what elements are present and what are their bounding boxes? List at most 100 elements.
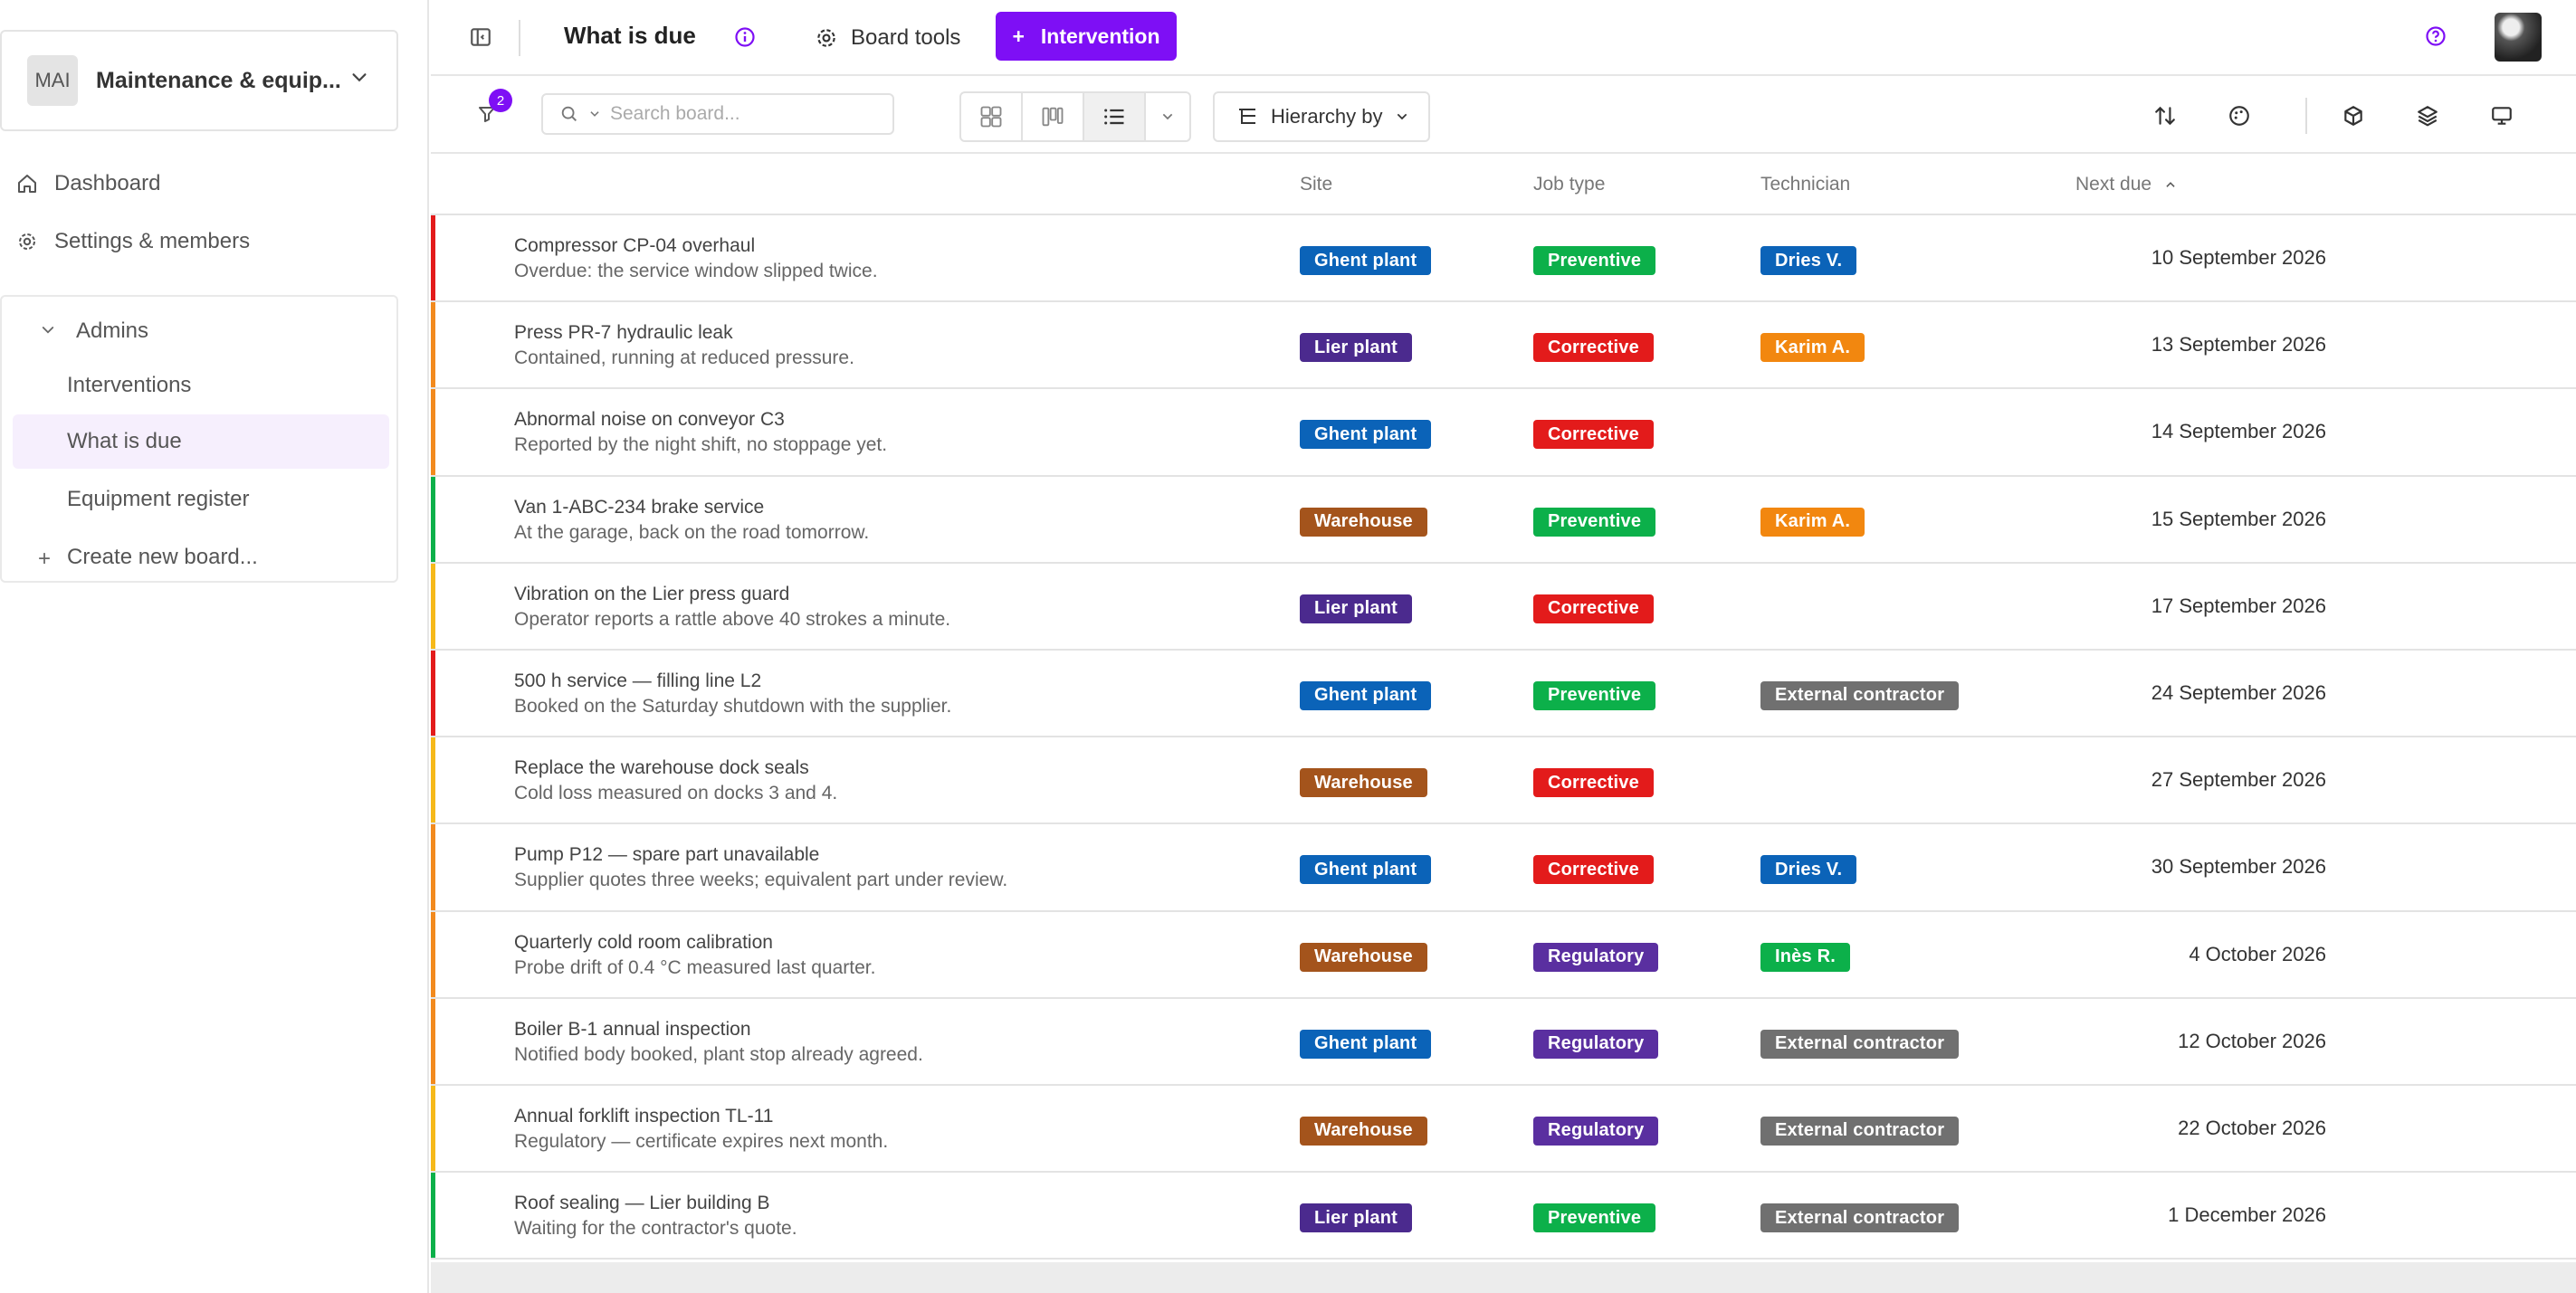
board-toolbar: 2 xyxy=(431,78,2576,154)
row-subtitle: Cold loss measured on docks 3 and 4. xyxy=(514,783,838,804)
top-bar: What is due Board tools + Intervention xyxy=(431,0,2576,76)
table-row[interactable]: Pump P12 — spare part unavailable Suppli… xyxy=(431,824,2576,912)
row-title: Press PR-7 hydraulic leak xyxy=(514,322,733,344)
hierarchy-icon xyxy=(1236,106,1258,128)
board-tools-button[interactable]: Board tools xyxy=(815,20,960,56)
site-tag: Lier plant xyxy=(1300,1203,1413,1233)
row-subtitle: Overdue: the service window slipped twic… xyxy=(514,261,878,281)
next-due-date: 10 September 2026 xyxy=(2151,246,2326,269)
table-row[interactable]: Replace the warehouse dock seals Cold lo… xyxy=(431,737,2576,825)
list-icon xyxy=(1102,104,1127,129)
grid-icon xyxy=(978,104,1004,129)
table-row[interactable]: Press PR-7 hydraulic leak Contained, run… xyxy=(431,302,2576,390)
workspace-switcher[interactable]: MAI Maintenance & equip... xyxy=(0,30,398,131)
priority-bar xyxy=(431,389,435,475)
row-title: Quarterly cold room calibration xyxy=(514,931,773,953)
sidebar-toggle-icon[interactable] xyxy=(469,25,492,49)
table-row[interactable]: Compressor CP-04 overhaul Overdue: the s… xyxy=(431,215,2576,303)
technician-tag: External contractor xyxy=(1760,680,1960,710)
layers-icon[interactable] xyxy=(2413,101,2442,130)
job-type-tag: Corrective xyxy=(1533,594,1654,623)
job-type-tag: Corrective xyxy=(1533,420,1654,450)
job-type-tag: Regulatory xyxy=(1533,1116,1659,1146)
column-header-job-type[interactable]: Job type xyxy=(1533,174,1606,195)
technician-tag: Dries V. xyxy=(1760,855,1857,885)
new-intervention-button[interactable]: + Intervention xyxy=(996,12,1177,61)
hierarchy-label: Hierarchy by xyxy=(1271,105,1383,128)
row-title: Compressor CP-04 overhaul xyxy=(514,235,756,256)
board-group-admins: Admins Interventions What is due Equipme… xyxy=(0,295,398,583)
monitor-icon[interactable] xyxy=(2487,101,2516,130)
table-row[interactable]: Roof sealing — Lier building B Waiting f… xyxy=(431,1173,2576,1260)
board-item-equipment-register[interactable]: Equipment register xyxy=(13,472,389,527)
new-intervention-label: Intervention xyxy=(1040,24,1160,48)
nav-dashboard[interactable]: Dashboard xyxy=(0,161,160,206)
site-tag: Ghent plant xyxy=(1300,246,1432,275)
job-type-tag: Corrective xyxy=(1533,855,1654,885)
kanban-icon xyxy=(1040,104,1065,129)
technician-tag: External contractor xyxy=(1760,1203,1960,1233)
search-input[interactable] xyxy=(610,103,836,125)
home-icon xyxy=(0,173,54,195)
gear-icon xyxy=(815,26,838,50)
search-box[interactable] xyxy=(541,93,894,135)
sort-icon[interactable] xyxy=(2151,101,2180,130)
sidebar: MAI Maintenance & equip... Dashboard Set… xyxy=(0,0,429,1293)
palette-icon[interactable] xyxy=(2225,101,2254,130)
next-due-date: 12 October 2026 xyxy=(2178,1029,2326,1052)
view-list-button[interactable] xyxy=(1084,93,1146,140)
priority-bar xyxy=(431,215,435,301)
view-kanban-button[interactable] xyxy=(1023,93,1084,140)
technician-tag: Karim A. xyxy=(1760,507,1865,537)
column-header-site[interactable]: Site xyxy=(1300,174,1333,195)
help-icon[interactable] xyxy=(2425,25,2447,47)
site-tag: Ghent plant xyxy=(1300,680,1432,710)
table-row[interactable]: Van 1-ABC-234 brake service At the garag… xyxy=(431,476,2576,564)
plus-icon: + xyxy=(38,547,52,571)
priority-bar xyxy=(431,824,435,910)
view-grid-button[interactable] xyxy=(961,93,1023,140)
site-tag: Warehouse xyxy=(1300,942,1427,972)
column-header-label: Next due xyxy=(2075,174,2152,195)
chevron-down-icon xyxy=(40,322,56,338)
row-title: Boiler B-1 annual inspection xyxy=(514,1018,751,1040)
table-row[interactable]: Annual forklift inspection TL-11 Regulat… xyxy=(431,1085,2576,1174)
filter-count-badge: 2 xyxy=(489,89,512,112)
row-subtitle: Supplier quotes three weeks; equivalent … xyxy=(514,870,1008,891)
view-more-button[interactable] xyxy=(1146,93,1189,140)
site-tag: Lier plant xyxy=(1300,333,1413,363)
nav-settings-members[interactable]: Settings & members xyxy=(0,219,250,264)
board-item-interventions[interactable]: Interventions xyxy=(13,358,389,413)
priority-bar xyxy=(431,650,435,737)
hierarchy-by-dropdown[interactable]: Hierarchy by xyxy=(1213,91,1430,142)
create-board-button[interactable]: + Create new board... xyxy=(13,530,389,585)
cube-icon[interactable] xyxy=(2339,101,2368,130)
table-row[interactable]: Vibration on the Lier press guard Operat… xyxy=(431,563,2576,651)
table-row[interactable]: 500 h service — filling line L2 Booked o… xyxy=(431,650,2576,738)
row-title: Replace the warehouse dock seals xyxy=(514,757,809,779)
table-row[interactable]: Boiler B-1 annual inspection Notified bo… xyxy=(431,998,2576,1086)
table-row[interactable]: Abnormal noise on conveyor C3 Reported b… xyxy=(431,389,2576,477)
site-tag: Warehouse xyxy=(1300,1116,1427,1146)
table-footer xyxy=(431,1262,2576,1293)
info-icon[interactable] xyxy=(734,26,756,48)
row-title: Van 1-ABC-234 brake service xyxy=(514,496,765,518)
column-header-technician[interactable]: Technician xyxy=(1760,174,1851,195)
view-switcher xyxy=(959,91,1191,142)
chevron-down-icon[interactable] xyxy=(588,108,601,120)
row-title: Vibration on the Lier press guard xyxy=(514,583,790,604)
job-type-tag: Regulatory xyxy=(1533,942,1659,972)
board-item-what-is-due[interactable]: What is due xyxy=(13,414,389,469)
group-toggle-admins[interactable]: Admins xyxy=(13,304,389,358)
column-header-next-due[interactable]: Next due xyxy=(2075,174,2177,195)
job-type-tag: Corrective xyxy=(1533,333,1654,363)
next-due-date: 4 October 2026 xyxy=(2189,942,2326,965)
job-type-tag: Preventive xyxy=(1533,680,1656,710)
site-tag: Ghent plant xyxy=(1300,855,1432,885)
avatar[interactable] xyxy=(2495,13,2542,62)
table-header: Site Job type Technician Next due xyxy=(431,156,2576,215)
row-subtitle: Operator reports a rattle above 40 strok… xyxy=(514,608,951,630)
table-row[interactable]: Quarterly cold room calibration Probe dr… xyxy=(431,911,2576,999)
table-body: Compressor CP-04 overhaul Overdue: the s… xyxy=(431,215,2576,1260)
row-title: Roof sealing — Lier building B xyxy=(514,1193,770,1214)
